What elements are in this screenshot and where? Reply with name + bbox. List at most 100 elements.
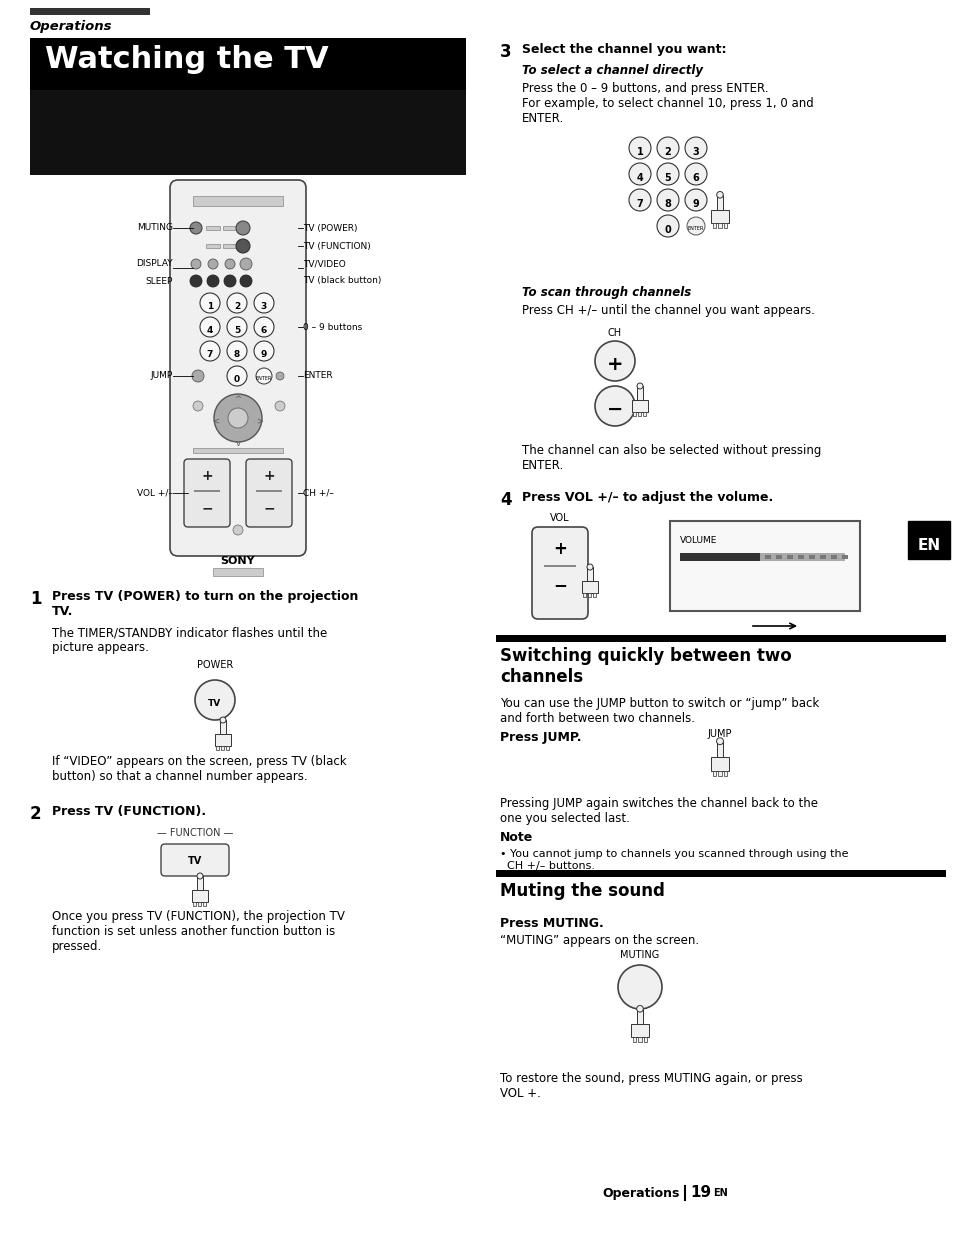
Text: TV: TV — [208, 699, 221, 708]
Text: 1: 1 — [30, 591, 42, 608]
Text: TV (black button): TV (black button) — [303, 276, 381, 286]
Circle shape — [193, 401, 203, 411]
Bar — [786, 555, 792, 559]
Text: ^: ^ — [234, 395, 241, 403]
Bar — [718, 771, 721, 776]
Text: 6: 6 — [692, 173, 699, 182]
Bar — [760, 552, 844, 561]
Bar — [193, 448, 283, 453]
Text: Select the channel you want:: Select the channel you want: — [521, 43, 726, 55]
Text: 4: 4 — [207, 326, 213, 335]
Bar — [543, 565, 576, 567]
Circle shape — [190, 275, 202, 287]
Text: ENTER: ENTER — [255, 376, 272, 381]
Text: Switching quickly between two
channels: Switching quickly between two channels — [499, 647, 791, 686]
Text: 6: 6 — [260, 326, 267, 335]
Text: Press TV (POWER) to turn on the projection
TV.: Press TV (POWER) to turn on the projecti… — [52, 591, 358, 618]
Circle shape — [191, 259, 201, 269]
Text: JUMP: JUMP — [707, 729, 732, 739]
Bar — [226, 746, 230, 750]
Circle shape — [224, 275, 235, 287]
Circle shape — [636, 1005, 642, 1012]
Circle shape — [200, 317, 220, 337]
Circle shape — [227, 366, 247, 386]
Polygon shape — [631, 1025, 648, 1037]
Circle shape — [200, 342, 220, 361]
Bar — [718, 223, 720, 228]
FancyBboxPatch shape — [532, 526, 587, 619]
Text: −: − — [263, 501, 274, 515]
Text: +: + — [263, 469, 274, 483]
Bar — [637, 386, 642, 399]
Text: 0: 0 — [233, 375, 240, 383]
Bar — [638, 412, 640, 416]
Bar — [196, 875, 203, 890]
Text: >: > — [256, 417, 263, 425]
Circle shape — [628, 137, 650, 159]
Text: Press JUMP.: Press JUMP. — [499, 731, 581, 743]
Polygon shape — [631, 399, 647, 412]
Text: Press TV (FUNCTION).: Press TV (FUNCTION). — [52, 805, 206, 817]
Text: — FUNCTION —: — FUNCTION — — [156, 829, 233, 838]
Circle shape — [255, 367, 272, 383]
Bar — [213, 568, 263, 576]
Text: TV (FUNCTION): TV (FUNCTION) — [303, 242, 371, 250]
Text: 2: 2 — [30, 805, 42, 822]
Text: TV/VIDEO: TV/VIDEO — [303, 259, 345, 269]
Bar — [206, 244, 220, 248]
Circle shape — [716, 737, 722, 745]
Bar — [496, 635, 945, 642]
Text: 4: 4 — [636, 173, 642, 182]
Polygon shape — [710, 210, 728, 223]
Text: −: − — [201, 501, 213, 515]
Bar — [723, 771, 727, 776]
Bar — [716, 195, 722, 210]
Bar — [830, 555, 836, 559]
Text: If “VIDEO” appears on the screen, press TV (black
button) so that a channel numb: If “VIDEO” appears on the screen, press … — [52, 755, 346, 783]
Circle shape — [716, 191, 722, 199]
Polygon shape — [214, 734, 231, 746]
Bar — [593, 593, 596, 597]
Bar — [669, 522, 859, 612]
Circle shape — [275, 372, 284, 380]
Text: 8: 8 — [664, 199, 671, 210]
Text: 5: 5 — [233, 326, 240, 335]
Circle shape — [253, 342, 274, 361]
Circle shape — [595, 386, 635, 425]
Text: v: v — [235, 439, 240, 448]
Circle shape — [228, 408, 248, 428]
Circle shape — [220, 718, 226, 723]
Circle shape — [684, 137, 706, 159]
Text: Once you press TV (FUNCTION), the projection TV
function is set unless another f: Once you press TV (FUNCTION), the projec… — [52, 910, 345, 953]
Bar — [193, 903, 196, 906]
Bar — [223, 244, 236, 248]
Bar — [583, 593, 586, 597]
Text: • You cannot jump to channels you scanned through using the
  CH +/– buttons.: • You cannot jump to channels you scanne… — [499, 850, 847, 870]
Text: 3: 3 — [499, 43, 511, 60]
FancyBboxPatch shape — [184, 459, 230, 526]
Text: 7: 7 — [207, 350, 213, 359]
Circle shape — [235, 239, 250, 253]
Bar — [723, 223, 726, 228]
Circle shape — [618, 965, 661, 1009]
Circle shape — [586, 563, 593, 570]
Text: ENTER: ENTER — [687, 227, 703, 232]
Bar — [643, 412, 646, 416]
Circle shape — [628, 163, 650, 185]
Text: The TIMER/STANDBY indicator flashes until the
picture appears.: The TIMER/STANDBY indicator flashes unti… — [52, 626, 327, 653]
Bar — [193, 196, 283, 206]
Text: VOLUME: VOLUME — [679, 536, 717, 545]
Text: Press MUTING.: Press MUTING. — [499, 917, 603, 930]
Circle shape — [196, 873, 203, 879]
Text: 0: 0 — [664, 224, 671, 236]
Circle shape — [213, 395, 262, 441]
Bar — [797, 555, 803, 559]
Circle shape — [253, 317, 274, 337]
Bar — [679, 552, 760, 561]
Text: −: − — [553, 576, 566, 594]
Circle shape — [227, 317, 247, 337]
Text: EN: EN — [917, 538, 940, 552]
Text: 4: 4 — [499, 491, 511, 509]
Text: +: + — [606, 355, 622, 374]
Text: +: + — [201, 469, 213, 483]
